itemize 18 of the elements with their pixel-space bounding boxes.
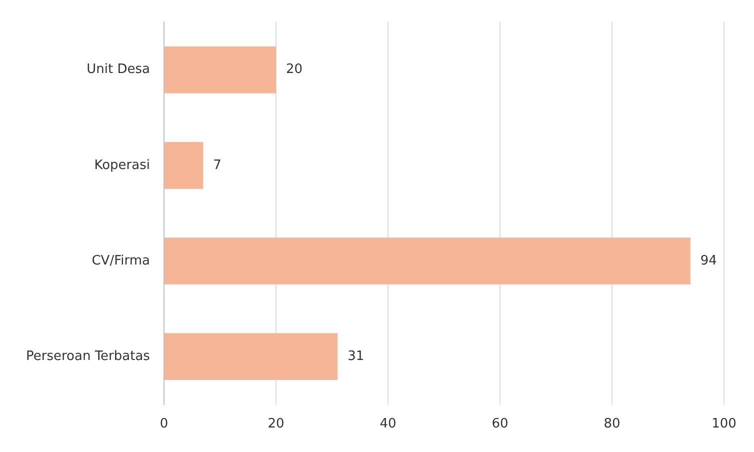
- y-tick-label: Perseroan Terbatas: [26, 348, 150, 364]
- y-tick-label: Koperasi: [94, 158, 150, 173]
- data-label: 20: [286, 62, 303, 78]
- x-tick-label: 80: [604, 416, 620, 432]
- data-label: 94: [700, 253, 717, 268]
- x-tick-label: 0: [160, 416, 168, 432]
- x-tick-label: 40: [380, 416, 396, 432]
- x-tick-label: 20: [268, 416, 284, 432]
- x-tick-label: 60: [492, 416, 508, 432]
- y-tick-label: CV/Firma: [92, 253, 150, 268]
- data-label: 31: [348, 348, 364, 364]
- bar: [164, 142, 204, 189]
- bar: [164, 238, 690, 284]
- bar: [164, 333, 338, 380]
- bar: [164, 46, 276, 94]
- y-tick-label: Unit Desa: [86, 62, 150, 78]
- data-label: 7: [213, 158, 222, 173]
- x-tick-label: 100: [712, 416, 736, 432]
